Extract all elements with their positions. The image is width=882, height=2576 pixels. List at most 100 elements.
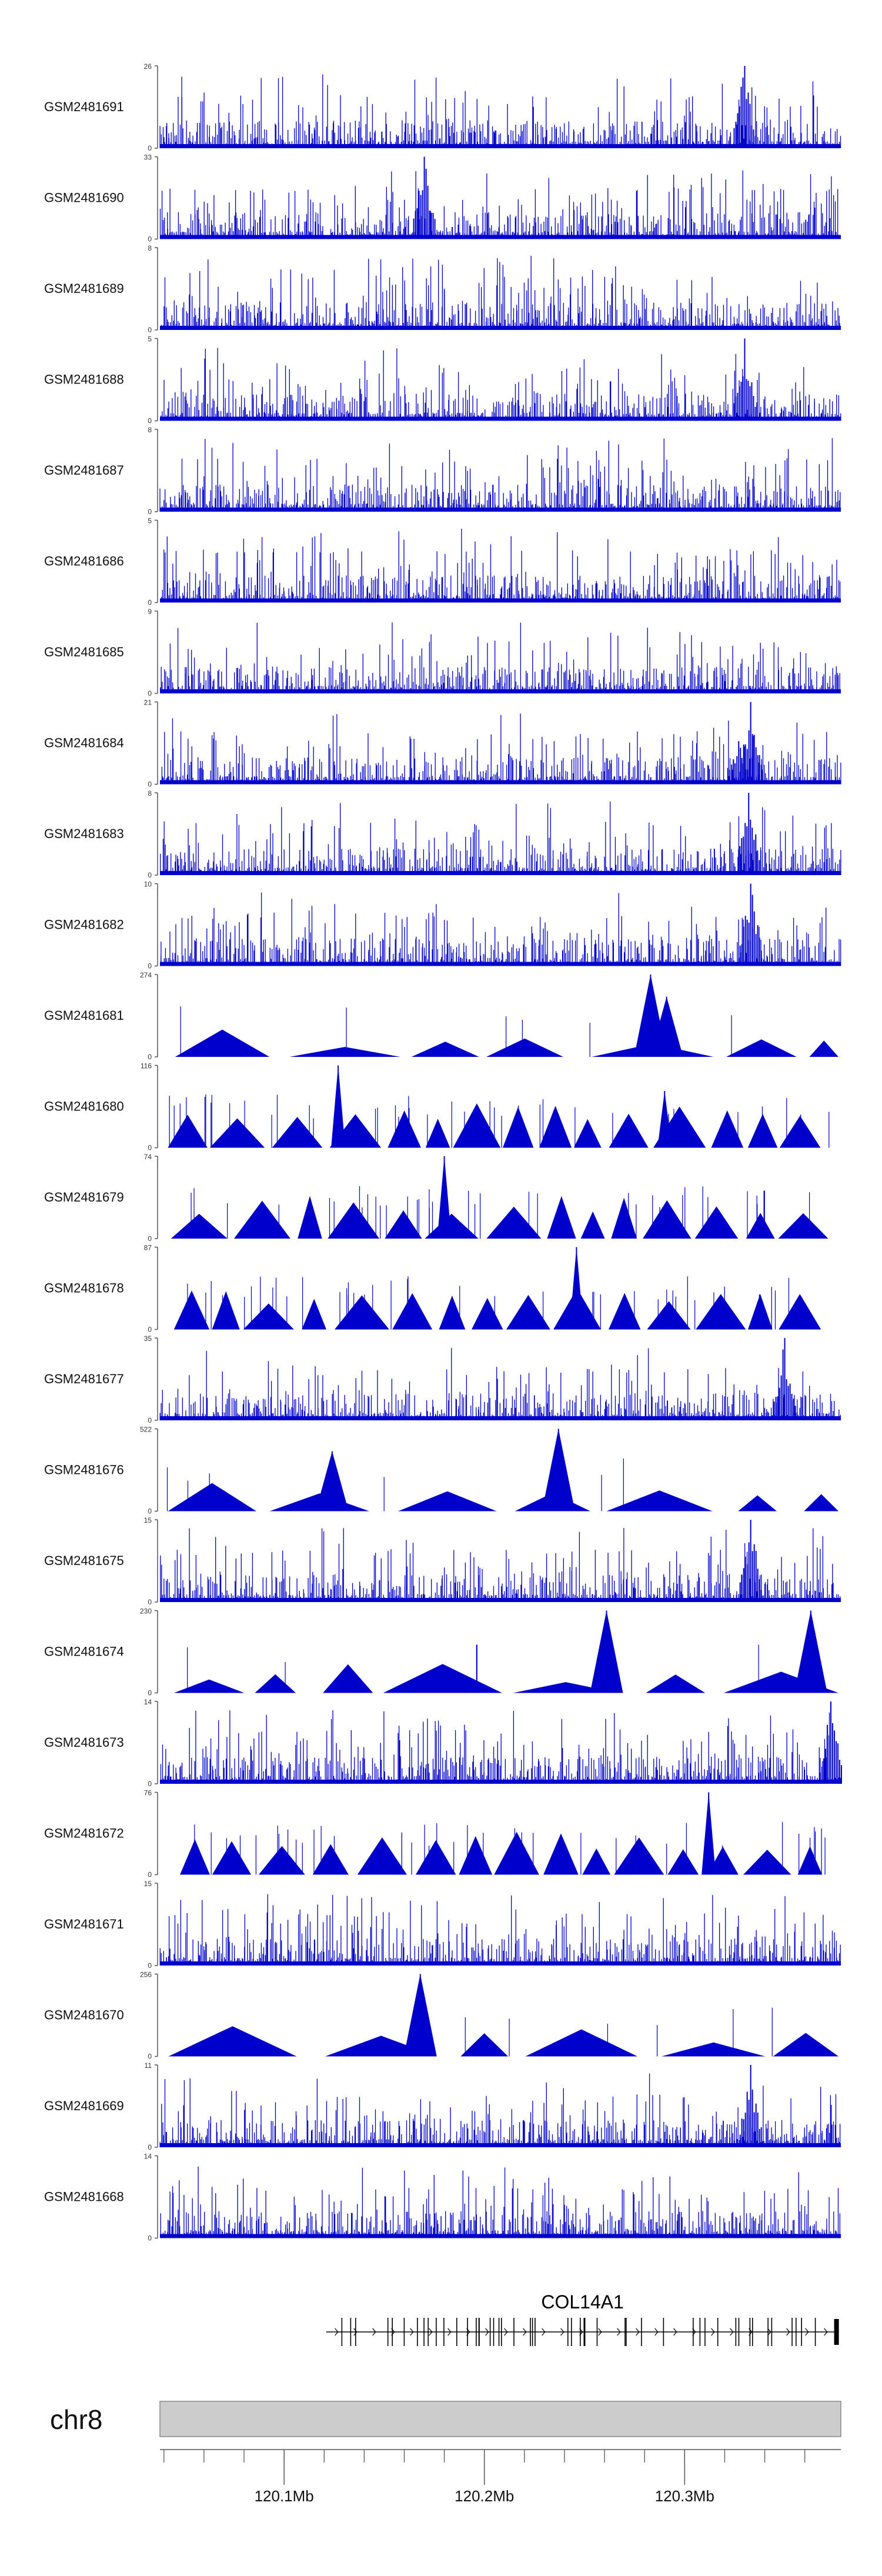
y-min-label: 0 — [148, 1507, 152, 1516]
track-label: GSM2481678 — [44, 1281, 124, 1296]
coverage-spikes — [187, 1276, 790, 1330]
track-label: GSM2481690 — [44, 191, 124, 205]
coverage-bars — [160, 2166, 841, 2238]
y-min-label: 0 — [148, 1234, 152, 1243]
track-label: GSM2481672 — [44, 1826, 124, 1841]
y-min-label: 0 — [148, 235, 152, 243]
track-label: GSM2481680 — [44, 1099, 124, 1114]
y-min-label: 0 — [148, 2053, 152, 2061]
peak-1 — [739, 702, 762, 785]
track-label: GSM2481668 — [44, 2190, 124, 2204]
coverage-bars — [160, 622, 840, 693]
track-GSM2481685: GSM2481685 9 0 — [44, 608, 841, 698]
y-max-label: 10 — [144, 880, 152, 889]
coverage-baseline — [160, 2143, 841, 2147]
y-max-label: 9 — [148, 608, 152, 616]
y-min-label: 0 — [148, 689, 152, 698]
peak-1 — [413, 156, 436, 239]
peak-1 — [739, 1520, 762, 1602]
coverage-bars — [159, 256, 840, 330]
coverage-baseline — [160, 780, 841, 785]
track-GSM2481687: GSM2481687 8 0 — [44, 426, 841, 516]
track-GSM2481691: GSM2481691 26 0 — [44, 62, 841, 152]
track-label: GSM2481683 — [44, 826, 124, 841]
coverage-bars — [159, 1347, 841, 1420]
y-max-label: 33 — [144, 154, 152, 162]
coverage-baseline — [160, 1598, 841, 1602]
track-label: GSM2481674 — [44, 1644, 124, 1659]
y-min-label: 0 — [148, 599, 152, 607]
coverage-bars — [159, 438, 841, 512]
peak-1 — [820, 1701, 842, 1784]
track-GSM2481681: GSM2481681 274 0 — [44, 971, 838, 1061]
y-min-label: 0 — [148, 2234, 152, 2243]
peak-1 — [733, 338, 756, 421]
track-label: GSM2481688 — [44, 372, 124, 387]
y-max-label: 87 — [144, 1244, 152, 1252]
track-label: GSM2481677 — [44, 1372, 124, 1386]
y-max-label: 15 — [144, 1880, 152, 1888]
coverage-baseline — [160, 1780, 841, 1784]
coverage-bars — [159, 74, 841, 148]
track-GSM2481689: GSM2481689 8 0 — [44, 244, 841, 334]
y-min-label: 0 — [148, 1961, 152, 1970]
coverage-bars — [161, 892, 841, 966]
y-max-label: 5 — [148, 517, 152, 525]
y-min-label: 0 — [148, 871, 152, 879]
x-tick-label: 120.3Mb — [655, 2487, 714, 2505]
y-max-label: 5 — [148, 335, 152, 343]
y-max-label: 256 — [140, 1971, 152, 1979]
track-GSM2481676: GSM2481676 522 0 — [44, 1426, 838, 1516]
track-GSM2481678: GSM2481678 87 0 — [44, 1244, 821, 1334]
peak-2 — [727, 741, 750, 785]
track-GSM2481668: GSM2481668 14 0 — [44, 2153, 841, 2243]
coverage-spikes — [169, 1094, 830, 1148]
coverage-baseline — [160, 326, 841, 330]
track-label: GSM2481685 — [44, 645, 124, 659]
y-max-label: 21 — [144, 699, 152, 707]
coverage-bars — [159, 1894, 841, 1966]
track-GSM2481684: GSM2481684 21 0 — [44, 699, 841, 789]
peak-1 — [737, 793, 760, 875]
coverage-baseline — [160, 144, 841, 148]
track-label: GSM2481689 — [44, 281, 124, 296]
coverage-baseline — [160, 508, 841, 512]
coverage-baseline — [160, 1416, 841, 1420]
y-max-label: 14 — [144, 1698, 152, 1706]
y-min-label: 0 — [148, 780, 152, 789]
track-GSM2481674: GSM2481674 230 0 — [44, 1607, 838, 1697]
track-GSM2481688: GSM2481688 5 0 — [44, 335, 841, 425]
y-min-label: 0 — [148, 1326, 152, 1334]
coverage-baseline — [160, 235, 841, 239]
x-tick-label: 120.2Mb — [455, 2487, 514, 2505]
coverage-bars — [160, 1710, 841, 1784]
coverage-spikes — [194, 1821, 826, 1875]
coverage-baseline — [160, 598, 841, 603]
coverage-bars — [160, 529, 841, 603]
coverage-bars — [159, 2073, 841, 2147]
y-min-label: 0 — [148, 326, 152, 334]
y-max-label: 35 — [144, 1334, 152, 1343]
coverage-spikes — [465, 2007, 773, 2057]
y-max-label: 14 — [144, 2153, 152, 2161]
track-GSM2481672: GSM2481672 76 0 — [44, 1789, 826, 1879]
track-label: GSM2481675 — [44, 1553, 124, 1568]
track-label: GSM2481682 — [44, 917, 124, 932]
track-label: GSM2481681 — [44, 1008, 124, 1023]
track-label: GSM2481687 — [44, 463, 124, 478]
track-label: GSM2481671 — [44, 1917, 124, 1931]
y-min-label: 0 — [148, 417, 152, 425]
coverage-baseline — [160, 2234, 841, 2238]
peak-1 — [739, 883, 762, 966]
y-min-label: 0 — [148, 508, 152, 516]
y-max-label: 11 — [145, 2061, 152, 2070]
peak-1 — [773, 1338, 796, 1420]
track-GSM2481669: GSM2481669 11 0 — [44, 2061, 841, 2151]
track-label: GSM2481670 — [44, 2008, 124, 2023]
track-GSM2481680: GSM2481680 116 0 — [44, 1062, 830, 1152]
coverage-baseline — [160, 962, 841, 966]
coverage-triangles — [180, 1831, 823, 1875]
coverage-triangles — [168, 2026, 838, 2057]
peak-1 — [733, 66, 756, 148]
y-min-label: 0 — [148, 2143, 152, 2151]
